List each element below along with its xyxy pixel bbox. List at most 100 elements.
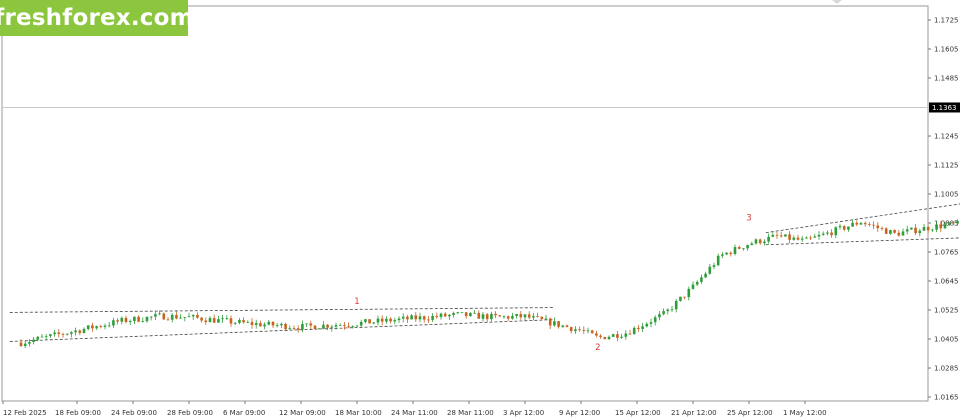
- candle-body: [742, 248, 745, 250]
- candle-body: [53, 332, 56, 335]
- candle-body: [863, 223, 867, 225]
- candle-body: [334, 325, 338, 327]
- candle-body: [599, 335, 602, 338]
- candle-body: [179, 317, 182, 319]
- candle-body: [540, 316, 544, 320]
- candle-body: [225, 318, 229, 320]
- candle-body: [397, 318, 401, 321]
- candle-body: [393, 320, 397, 322]
- candle-body: [830, 232, 833, 236]
- candle-body: [595, 333, 598, 336]
- candle-body: [548, 318, 552, 326]
- channel-line: [765, 203, 960, 234]
- y-tick-label: 1.0525: [934, 307, 959, 315]
- candle-body: [271, 321, 275, 326]
- candle-body: [284, 323, 287, 330]
- x-tick-label: 24 Mar 11:00: [391, 409, 438, 417]
- candle-body: [544, 318, 548, 320]
- candle-body: [250, 321, 254, 326]
- candle-body: [935, 224, 938, 230]
- candle-body: [511, 315, 514, 319]
- candle-body: [788, 234, 791, 240]
- candle-body: [750, 243, 754, 245]
- candle-body: [464, 312, 468, 317]
- candle-body: [771, 234, 775, 237]
- candle-body: [133, 316, 136, 321]
- candle-body: [767, 236, 770, 242]
- candle-body: [435, 315, 439, 317]
- candle-body: [145, 316, 149, 322]
- candle-body: [893, 230, 896, 233]
- candle-body: [914, 227, 917, 234]
- candle-body: [931, 229, 934, 231]
- candle-body: [372, 322, 376, 324]
- candle-body: [254, 323, 258, 326]
- candle-body: [725, 252, 728, 255]
- candle-body: [313, 325, 317, 330]
- x-tick-label: 28 Mar 11:00: [447, 409, 494, 417]
- candle-body: [700, 277, 703, 282]
- candle-body: [368, 319, 371, 324]
- candle-body: [107, 325, 111, 327]
- candle-body: [834, 227, 838, 236]
- wave-label-red: 3: [746, 214, 751, 224]
- candle-body: [611, 334, 615, 337]
- candle-body: [586, 330, 590, 332]
- candle-body: [212, 318, 216, 323]
- candle-body: [74, 330, 77, 333]
- candle-body: [527, 314, 531, 318]
- candle-body: [322, 324, 325, 329]
- candle-body: [183, 317, 187, 318]
- y-tick-label: 1.0405: [934, 336, 959, 344]
- candle-body: [141, 321, 145, 322]
- candle-body: [376, 318, 380, 323]
- candle-body: [704, 273, 707, 278]
- candle-body: [78, 330, 82, 333]
- y-tick-label: 1.1605: [934, 46, 959, 54]
- candle-body: [275, 325, 279, 327]
- candle-body: [565, 325, 569, 328]
- candle-body: [158, 313, 161, 315]
- candle-body: [561, 325, 565, 327]
- candle-body: [28, 341, 31, 344]
- candle-body: [82, 328, 86, 333]
- y-tick-label: 1.1125: [934, 162, 959, 170]
- candle-body: [880, 228, 884, 229]
- candle-body: [800, 238, 804, 240]
- candle-body: [670, 309, 674, 311]
- candle-body: [779, 235, 783, 237]
- candle-body: [452, 312, 455, 315]
- candle-body: [309, 323, 313, 326]
- candle-body: [569, 327, 573, 332]
- candle-body: [267, 321, 271, 325]
- candle-body: [910, 227, 913, 230]
- candle-body: [485, 314, 489, 320]
- candle-body: [418, 316, 422, 320]
- candle-body: [582, 330, 586, 331]
- candle-body: [40, 336, 44, 338]
- x-tick-label: 9 Apr 12:00: [559, 409, 600, 417]
- y-tick-label: 1.1005: [934, 191, 959, 199]
- candle-body: [603, 337, 607, 340]
- freshforex-logo[interactable]: freshforex.com: [0, 0, 194, 36]
- candle-body: [721, 254, 724, 256]
- x-tick-label: 28 Feb 09:00: [167, 409, 213, 417]
- candle-body: [120, 317, 124, 322]
- candle-body: [939, 224, 943, 229]
- wave-label-red: 2: [595, 343, 600, 353]
- x-tick-label: 1 May 12:00: [783, 409, 827, 417]
- candle-body: [662, 311, 665, 315]
- candle-body: [952, 222, 955, 224]
- candle-body: [343, 325, 346, 326]
- candle-body: [838, 226, 842, 228]
- candle-body: [233, 322, 237, 324]
- candle-body: [137, 316, 140, 322]
- x-tick-label: 12 Mar 09:00: [279, 409, 326, 417]
- candle-body: [578, 329, 581, 331]
- candle-body: [737, 247, 741, 249]
- candle-body: [124, 317, 128, 323]
- x-tick-label: 25 Apr 12:00: [727, 409, 773, 417]
- candle-body: [658, 314, 661, 318]
- candle-body: [116, 320, 119, 322]
